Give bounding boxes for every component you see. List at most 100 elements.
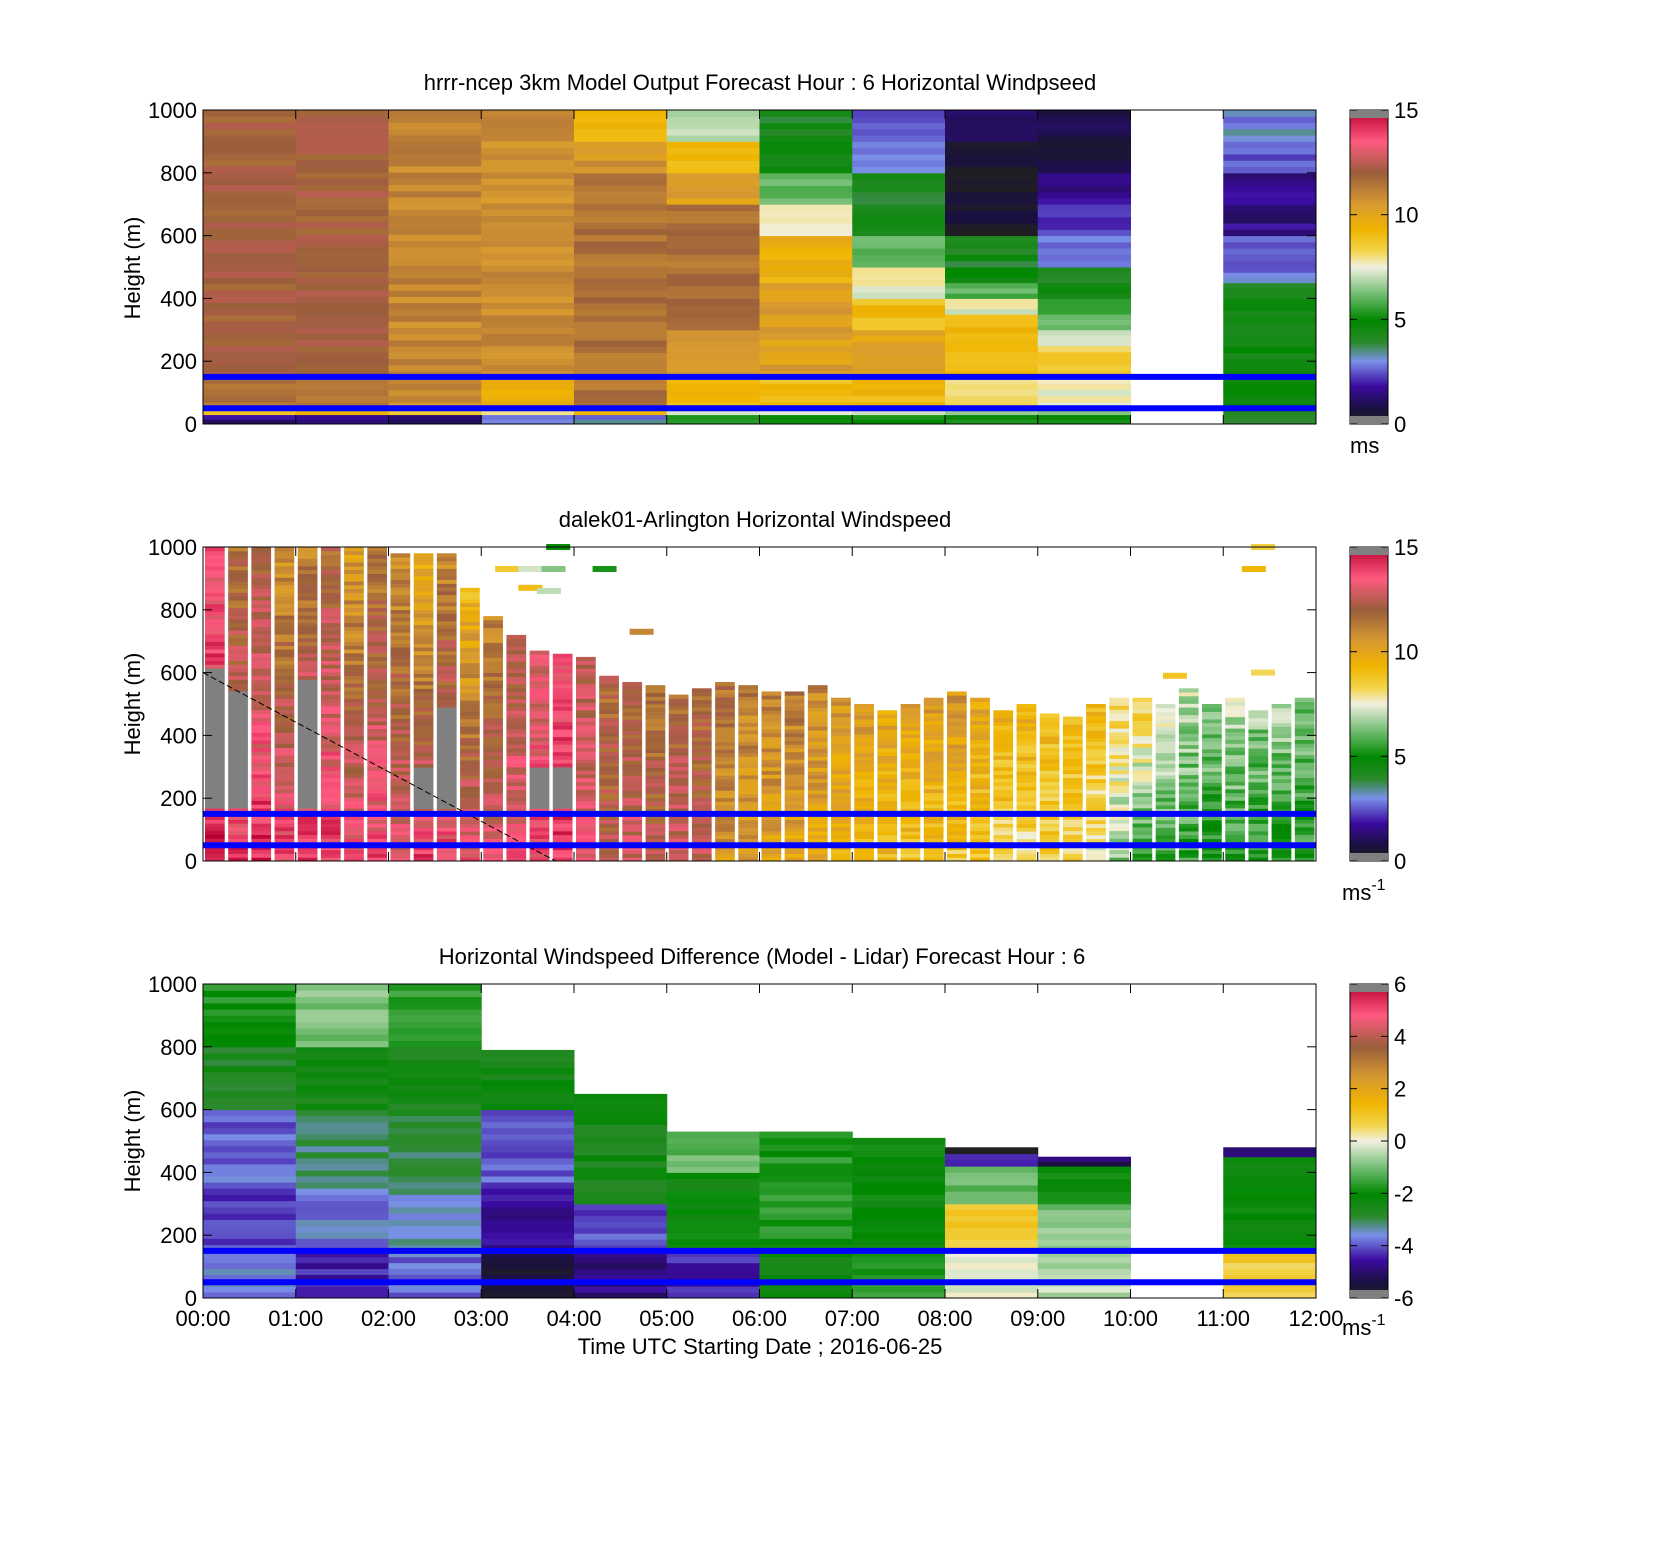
heatmap-cell (945, 267, 1039, 273)
heatmap-cell (759, 122, 853, 130)
heatmap-cell (759, 229, 853, 237)
heatmap-cell (1202, 853, 1222, 858)
heatmap-cell (203, 1040, 297, 1048)
heatmap-cell (900, 741, 921, 746)
heatmap-cell (274, 671, 295, 677)
heatmap-cell (274, 611, 295, 616)
heatmap-cell (1016, 711, 1037, 716)
heatmap-cell (1132, 773, 1153, 778)
heatmap-cell (460, 595, 480, 600)
heatmap-cell (295, 1262, 389, 1270)
heatmap-cell (666, 279, 760, 287)
heatmap-cell (599, 781, 619, 786)
heatmap-cell (668, 819, 689, 824)
heatmap-cell (552, 676, 573, 681)
heatmap-cell (715, 741, 735, 746)
heatmap-cell (529, 676, 550, 682)
heatmap-cell (367, 599, 388, 605)
heatmap-cell (388, 1059, 482, 1067)
heatmap-cell (923, 731, 944, 737)
heatmap-cell (877, 853, 898, 858)
heatmap-cell (320, 819, 341, 824)
heatmap-cell (759, 191, 853, 199)
heatmap-cell (945, 1147, 1039, 1155)
heatmap-cell (413, 823, 434, 828)
heatmap-cell (666, 1226, 760, 1234)
heatmap-cell (1132, 743, 1153, 748)
heatmap-cell (483, 751, 503, 756)
heatmap-cell (923, 762, 944, 767)
colorbar-tick-label: -4 (1394, 1234, 1414, 1259)
x-axis-ticks (202, 110, 1317, 424)
heatmap-cell (1223, 110, 1317, 117)
heatmap-cell (388, 389, 482, 397)
heatmap-cell (574, 110, 668, 117)
heatmap-cell (831, 716, 851, 722)
colorbar-tick-label: 10 (1394, 203, 1418, 228)
heatmap-cell (436, 707, 457, 712)
heatmap-cell (460, 726, 480, 731)
heatmap-cell (945, 277, 1039, 284)
heatmap-cell (831, 826, 851, 832)
heatmap-cell (529, 774, 550, 779)
heatmap-cell (228, 611, 248, 616)
heatmap-cell (436, 617, 457, 622)
heatmap-cell (947, 747, 967, 753)
heatmap-cell (388, 147, 482, 155)
heatmap-cell (203, 271, 297, 279)
heatmap-cell (529, 706, 550, 712)
heatmap-cell (784, 732, 805, 738)
heatmap-cell (529, 699, 550, 704)
heatmap-cell (413, 602, 434, 607)
heatmap-cell (831, 804, 851, 809)
heatmap-cell (481, 1157, 575, 1165)
heatmap-cell (947, 751, 967, 756)
heatmap-cell (436, 594, 457, 599)
heatmap-cell (1016, 752, 1037, 757)
heatmap-cell (1062, 765, 1083, 771)
heatmap-cell (1016, 733, 1037, 739)
heatmap-cell (344, 652, 364, 658)
heatmap-cell (460, 681, 480, 686)
heatmap-cell (831, 754, 851, 759)
heatmap-cell (529, 748, 550, 753)
heatmap-cell (970, 788, 990, 794)
heatmap-cell (297, 660, 318, 665)
heatmap-cell (413, 804, 434, 809)
heatmap-cell (367, 823, 388, 828)
heatmap-cell (970, 701, 990, 706)
heatmap-cell (413, 722, 434, 727)
heatmap-cell (1248, 736, 1269, 741)
heatmap-cell (274, 649, 295, 654)
heatmap-cell (807, 763, 828, 768)
heatmap-cell (274, 755, 295, 760)
colorbar-tick-label: 15 (1394, 535, 1418, 560)
heatmap-cell (481, 321, 575, 328)
heatmap-cell (506, 834, 527, 839)
heatmap-cell (923, 823, 944, 828)
heatmap-cell (203, 984, 297, 991)
colorbar-unit: ms (1350, 433, 1379, 458)
heatmap-cell (645, 853, 666, 858)
heatmap-cell (1248, 819, 1269, 824)
heatmap-cell (297, 762, 318, 767)
heatmap-cell (574, 222, 668, 230)
heatmap-cell (576, 675, 596, 681)
heatmap-cell (715, 737, 735, 743)
heatmap-cell (344, 785, 364, 790)
heatmap-cell (295, 1176, 389, 1183)
y-tick-label: 600 (160, 224, 197, 249)
heatmap-cell (738, 819, 759, 825)
heatmap-cell (203, 1163, 297, 1171)
heatmap-cell (807, 718, 828, 724)
heatmap-cell (483, 691, 503, 696)
heatmap-cell (666, 347, 760, 354)
heatmap-cell (529, 737, 550, 742)
heatmap-cell (388, 159, 482, 167)
heatmap-cell (367, 592, 388, 597)
heatmap-cell (460, 748, 480, 753)
heatmap-cell (1271, 775, 1292, 780)
heatmap-cell (759, 1200, 853, 1208)
heatmap-cell (295, 321, 389, 328)
heatmap-cell (344, 641, 364, 646)
